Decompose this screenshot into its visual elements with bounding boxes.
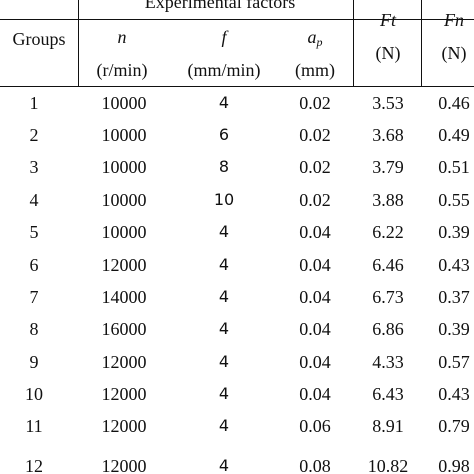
ap-subscript: p	[316, 35, 323, 49]
ft-unit: (N)	[375, 43, 401, 63]
f-cell: 4	[218, 384, 230, 403]
fn-cell: 0.57	[438, 352, 470, 372]
group-cell: 10	[25, 384, 43, 404]
fn-cell: 0.39	[438, 222, 470, 242]
f-cell: 4	[218, 255, 230, 274]
n-cell: 12000	[101, 456, 147, 474]
rule-header-bottom	[0, 86, 474, 87]
group-cell: 11	[25, 416, 43, 436]
n-cell: 14000	[101, 287, 147, 307]
group-cell: 7	[29, 287, 39, 307]
rule-vertical	[421, 0, 422, 86]
ap-cell: 0.08	[299, 456, 331, 474]
ap-unit: (mm)	[295, 60, 335, 80]
ft-cell: 3.53	[372, 93, 404, 113]
ap-cell: 0.04	[299, 319, 331, 339]
f-cell: 8	[218, 157, 230, 176]
fn-cell: 0.43	[438, 255, 470, 275]
f-cell: 4	[218, 93, 230, 112]
ap-cell: 0.04	[299, 255, 331, 275]
ft-cell: 3.68	[372, 125, 404, 145]
rule-top	[0, 19, 474, 20]
f-cell: 4	[218, 222, 230, 241]
group-cell: 3	[29, 157, 39, 177]
ap-cell: 0.04	[299, 384, 331, 404]
ap-cell: 0.04	[299, 287, 331, 307]
group-cell: 4	[29, 190, 39, 210]
group-cell: 12	[25, 456, 43, 474]
ap-header: ap	[280, 26, 350, 53]
n-cell: 12000	[101, 352, 147, 372]
f-cell: 10	[213, 190, 235, 209]
n-cell: 10000	[101, 157, 147, 177]
f-cell: 4	[218, 287, 230, 306]
ft-cell: 6.46	[372, 255, 404, 275]
ap-cell: 0.04	[299, 352, 331, 372]
group-cell: 6	[29, 255, 39, 275]
fn-cell: 0.37	[438, 287, 470, 307]
group-cell: 1	[29, 93, 39, 113]
fn-cell: 0.79	[438, 416, 470, 436]
experimental-factors-label: Experimental factors	[144, 0, 296, 12]
group-cell: 8	[29, 319, 39, 339]
fn-header: Fn	[444, 10, 464, 30]
n-cell: 10000	[101, 125, 147, 145]
fn-cell: 0.43	[438, 384, 470, 404]
n-cell: 10000	[101, 93, 147, 113]
ft-cell: 3.79	[372, 157, 404, 177]
group-cell: 2	[29, 125, 39, 145]
ap-cell: 0.02	[299, 125, 331, 145]
ft-cell: 6.43	[372, 384, 404, 404]
n-cell: 12000	[101, 416, 147, 436]
fn-cell: 0.51	[438, 157, 470, 177]
rule-vertical	[353, 0, 354, 86]
group-cell: 9	[29, 352, 39, 372]
groups-header: Groups	[12, 29, 66, 49]
n-header: n	[117, 27, 127, 47]
fn-unit: (N)	[441, 43, 467, 63]
ap-cell: 0.04	[299, 222, 331, 242]
f-header: f	[221, 27, 227, 47]
ft-cell: 8.91	[372, 416, 404, 436]
ap-cell: 0.02	[299, 190, 331, 210]
fn-cell: 0.39	[438, 319, 470, 339]
ft-header: Ft	[380, 10, 396, 30]
n-cell: 10000	[101, 222, 147, 242]
n-cell: 10000	[101, 190, 147, 210]
ft-cell: 6.86	[372, 319, 404, 339]
f-cell: 4	[218, 416, 230, 435]
f-cell: 4	[218, 352, 230, 371]
ft-cell: 3.88	[372, 190, 404, 210]
fn-cell: 0.46	[438, 93, 470, 113]
ap-cell: 0.02	[299, 93, 331, 113]
ft-cell: 6.22	[372, 222, 404, 242]
fn-cell: 0.55	[438, 190, 470, 210]
f-cell: 6	[218, 125, 230, 144]
ap-symbol: a	[307, 27, 317, 47]
n-cell: 16000	[101, 319, 147, 339]
fn-cell: 0.49	[438, 125, 470, 145]
f-unit: (mm/min)	[187, 60, 261, 80]
rule-vertical	[78, 0, 79, 86]
ap-cell: 0.02	[299, 157, 331, 177]
n-unit: (r/min)	[96, 60, 148, 80]
group-cell: 5	[29, 222, 39, 242]
ft-cell: 10.82	[367, 456, 409, 474]
ft-cell: 4.33	[372, 352, 404, 372]
ft-cell: 6.73	[372, 287, 404, 307]
f-cell: 4	[218, 319, 230, 338]
n-cell: 12000	[101, 255, 147, 275]
ap-cell: 0.06	[299, 416, 331, 436]
n-cell: 12000	[101, 384, 147, 404]
f-cell: 4	[218, 456, 230, 474]
fn-cell: 0.98	[438, 456, 470, 474]
